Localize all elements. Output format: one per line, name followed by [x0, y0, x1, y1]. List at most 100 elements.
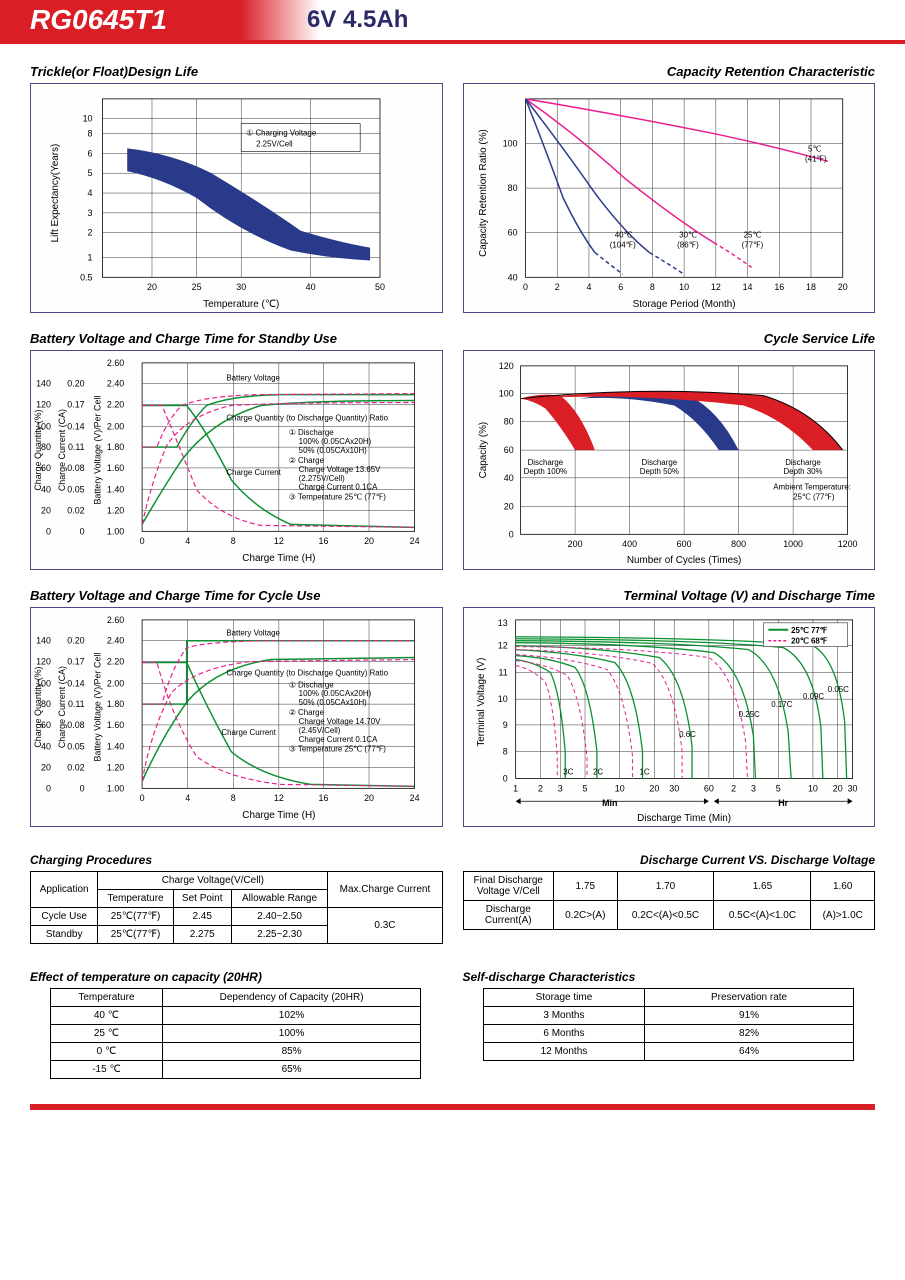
svg-text:8: 8: [649, 282, 654, 292]
svg-text:(77℉): (77℉): [741, 241, 763, 250]
cycle-use-title: Battery Voltage and Charge Time for Cycl…: [30, 588, 443, 603]
svg-text:Ambient Temperature:: Ambient Temperature:: [773, 483, 851, 492]
svg-text:1.20: 1.20: [107, 763, 124, 773]
svg-text:1.00: 1.00: [107, 783, 124, 793]
svg-text:0.11: 0.11: [68, 699, 85, 709]
terminal-title: Terminal Voltage (V) and Discharge Time: [463, 588, 876, 603]
svg-text:0.02: 0.02: [67, 506, 84, 516]
svg-text:1.60: 1.60: [107, 463, 124, 473]
svg-text:80: 80: [503, 416, 513, 426]
svg-text:30: 30: [669, 783, 679, 793]
svg-text:50% (0.05CAx10H): 50% (0.05CAx10H): [299, 698, 367, 707]
svg-text:Charge Quantity (to Discharge: Charge Quantity (to Discharge Quantity) …: [226, 413, 388, 422]
svg-text:0: 0: [508, 529, 513, 539]
svg-text:0.14: 0.14: [67, 678, 84, 688]
svg-text:Capacity Retention Ratio (%): Capacity Retention Ratio (%): [477, 129, 488, 257]
svg-text:0: 0: [502, 773, 507, 783]
svg-text:9: 9: [502, 720, 507, 730]
trickle-legend: ① Charging Voltage: [246, 129, 317, 138]
svg-text:2.60: 2.60: [107, 358, 124, 368]
svg-text:Terminal Voltage (V): Terminal Voltage (V): [475, 658, 486, 747]
svg-text:0.5: 0.5: [80, 272, 92, 282]
svg-text:20: 20: [41, 506, 51, 516]
svg-text:Charge Time (H): Charge Time (H): [242, 810, 315, 821]
cycle-use-chart: Battery Voltage Charge Quantity (to Disc…: [30, 607, 443, 827]
charging-table: Application Charge Voltage(V/Cell) Max.C…: [30, 871, 443, 944]
svg-text:6: 6: [618, 282, 623, 292]
svg-text:18: 18: [806, 282, 816, 292]
svg-text:8: 8: [502, 747, 507, 757]
trickle-chart: ① Charging Voltage 2.25V/Cell 0.5 1 2 3 …: [30, 83, 443, 313]
svg-text:20: 20: [649, 783, 659, 793]
svg-text:120: 120: [498, 361, 513, 371]
svg-text:2: 2: [88, 228, 93, 238]
svg-text:1.40: 1.40: [107, 485, 124, 495]
svg-text:2: 2: [554, 282, 559, 292]
svg-text:10: 10: [83, 114, 93, 124]
svg-text:60: 60: [503, 445, 513, 455]
svg-text:0.05: 0.05: [67, 485, 84, 495]
svg-text:Charge Quantity (to Discharge: Charge Quantity (to Discharge Quantity) …: [226, 668, 388, 677]
svg-text:20: 20: [503, 502, 513, 512]
svg-text:25: 25: [192, 282, 202, 292]
self-discharge-table: Storage timePreservation rate 3 Months91…: [483, 988, 854, 1061]
svg-text:6: 6: [88, 148, 93, 158]
svg-text:Depth 50%: Depth 50%: [639, 467, 678, 476]
svg-text:200: 200: [567, 539, 582, 549]
svg-text:140: 140: [36, 379, 51, 389]
svg-text:③ Temperature 25℃ (77℉): ③ Temperature 25℃ (77℉): [289, 493, 387, 502]
svg-text:0: 0: [523, 282, 528, 292]
svg-text:0.05C: 0.05C: [827, 685, 848, 694]
svg-text:Capacity (%): Capacity (%): [477, 422, 488, 479]
svg-text:10: 10: [497, 694, 507, 704]
svg-text:40: 40: [507, 272, 517, 282]
svg-text:2: 2: [731, 783, 736, 793]
svg-text:0.17: 0.17: [67, 656, 84, 666]
svg-text:1.20: 1.20: [107, 506, 124, 516]
svg-text:12: 12: [710, 282, 720, 292]
svg-text:20: 20: [837, 282, 847, 292]
svg-text:25℃ (77℉): 25℃ (77℉): [793, 493, 835, 502]
self-discharge-title: Self-discharge Characteristics: [463, 970, 876, 984]
charging-proc-title: Charging Procedures: [30, 853, 443, 867]
svg-text:Discharge: Discharge: [785, 458, 821, 467]
svg-text:24: 24: [410, 536, 420, 546]
svg-text:8: 8: [88, 129, 93, 139]
svg-text:4: 4: [586, 282, 591, 292]
temp-effect-table: TemperatureDependency of Capacity (20HR)…: [50, 988, 421, 1079]
svg-text:20: 20: [364, 793, 374, 803]
svg-text:Charge Voltage 14.70V: Charge Voltage 14.70V: [299, 717, 381, 726]
svg-text:100% (0.05CAx20H): 100% (0.05CAx20H): [299, 437, 372, 446]
svg-text:(86℉): (86℉): [677, 241, 699, 250]
svg-text:20: 20: [832, 783, 842, 793]
svg-text:13: 13: [497, 618, 507, 628]
svg-text:Temperature (℃): Temperature (℃): [203, 299, 279, 310]
svg-text:Number of Cycles (Times): Number of Cycles (Times): [626, 555, 741, 566]
svg-text:0.08: 0.08: [67, 463, 84, 473]
svg-text:30: 30: [236, 282, 246, 292]
svg-text:4: 4: [185, 793, 190, 803]
svg-text:0.20: 0.20: [67, 636, 84, 646]
header-bar: RG0645T1 6V 4.5Ah: [0, 0, 905, 40]
svg-text:0: 0: [140, 793, 145, 803]
svg-text:100% (0.05CAx20H): 100% (0.05CAx20H): [299, 689, 372, 698]
svg-text:12: 12: [274, 793, 284, 803]
svg-text:2.40: 2.40: [107, 379, 124, 389]
svg-text:3: 3: [557, 783, 562, 793]
svg-text:Charge Current: Charge Current: [226, 468, 281, 477]
standby-title: Battery Voltage and Charge Time for Stan…: [30, 331, 443, 346]
svg-text:12: 12: [497, 641, 507, 651]
svg-text:400: 400: [622, 539, 637, 549]
svg-text:② Charge: ② Charge: [289, 456, 325, 465]
svg-text:0.11: 0.11: [68, 442, 85, 452]
svg-text:2.40: 2.40: [107, 636, 124, 646]
svg-text:2.60: 2.60: [107, 615, 124, 625]
svg-text:8: 8: [231, 536, 236, 546]
svg-text:16: 16: [318, 536, 328, 546]
svg-text:Battery Voltage (V)/Per Cell: Battery Voltage (V)/Per Cell: [92, 396, 102, 505]
svg-text:① Discharge: ① Discharge: [289, 680, 334, 689]
svg-text:1: 1: [513, 783, 518, 793]
retention-chart: 5℃(41℉) 25℃(77℉) 30℃(86℉) 40℃(104℉) 40 6…: [463, 83, 876, 313]
svg-text:80: 80: [507, 183, 517, 193]
svg-text:20℃ 68℉: 20℃ 68℉: [791, 637, 828, 646]
